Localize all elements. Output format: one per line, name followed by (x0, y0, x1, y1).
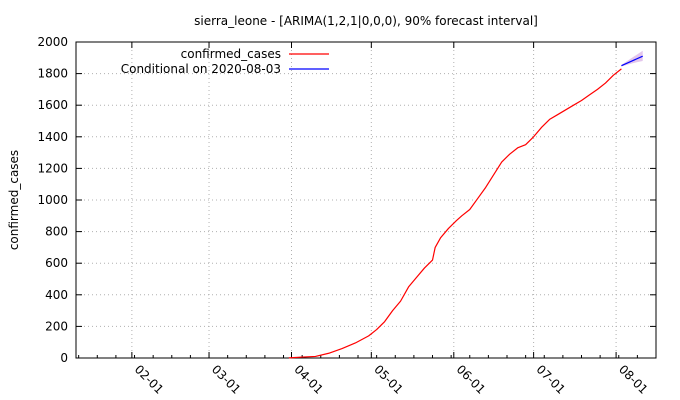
y-tick-label: 200 (45, 319, 68, 333)
x-tick-label: 02-01 (132, 362, 167, 397)
forecast-line (621, 55, 643, 67)
y-tick-label: 2000 (37, 35, 68, 49)
x-tick-label: 06-01 (454, 362, 489, 397)
legend-label: Conditional on 2020-08-03 (121, 62, 281, 76)
legend-label: confirmed_cases (181, 47, 281, 61)
y-tick-label: 1000 (37, 193, 68, 207)
y-tick-label: 0 (60, 351, 68, 365)
y-tick-label: 1200 (37, 161, 68, 175)
y-tick-label: 800 (45, 225, 68, 239)
x-tick-label: 05-01 (371, 362, 406, 397)
y-tick-label: 400 (45, 288, 68, 302)
forecast-interval-band (621, 50, 643, 67)
x-tick-label: 04-01 (291, 362, 326, 397)
chart-title: sierra_leone - [ARIMA(1,2,1|0,0,0), 90% … (194, 14, 538, 28)
y-tick-label: 1400 (37, 130, 68, 144)
grid-lines (76, 42, 656, 358)
forecast-interval-layer (621, 50, 643, 67)
plot-border (75, 41, 657, 359)
y-axis-label: confirmed_cases (7, 150, 21, 250)
y-tick-label: 1800 (37, 67, 68, 81)
axes: 0 200 400 600 800 1000 1200 1400 1600 1800 2000 02-… (37, 35, 657, 397)
series-layer (288, 55, 643, 359)
y-tick-label: 1600 (37, 98, 68, 112)
x-tick-label: 07-01 (533, 362, 568, 397)
x-tick-label: 03-01 (209, 362, 244, 397)
confirmed-cases-line (288, 68, 622, 359)
y-tick-label: 600 (45, 256, 68, 270)
x-tick-label: 08-01 (616, 362, 651, 397)
